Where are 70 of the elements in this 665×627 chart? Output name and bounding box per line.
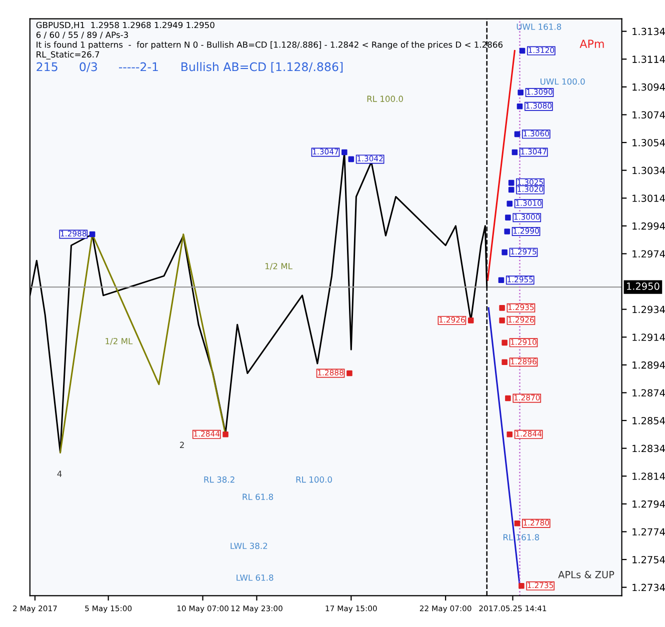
point bbox=[506, 200, 513, 207]
point bbox=[346, 370, 352, 376]
point bbox=[519, 48, 526, 54]
point bbox=[512, 149, 518, 156]
point bbox=[514, 131, 520, 138]
y-tick-label: 1.2974 bbox=[632, 250, 665, 258]
text: 6 / 60 / 55 / 89 / APs-3 bbox=[36, 32, 128, 39]
y-tick-label: 1.2794 bbox=[632, 500, 665, 508]
point bbox=[516, 103, 523, 110]
annotation: LWL 38.2 bbox=[230, 542, 268, 550]
ref-line-label: 1.2950 bbox=[627, 282, 660, 290]
point bbox=[502, 359, 508, 366]
annotation: 0/3 bbox=[80, 62, 97, 72]
y-tick-label: 1.2834 bbox=[632, 444, 665, 452]
point bbox=[342, 149, 348, 156]
annotation: APm bbox=[580, 40, 604, 48]
point bbox=[499, 305, 505, 311]
annotation: 4 bbox=[57, 470, 62, 477]
y-tick-label: 1.2734 bbox=[632, 584, 665, 592]
annotation: Bullish AB=CD [1.128/.886] bbox=[182, 62, 343, 73]
point bbox=[504, 228, 510, 234]
annotation: LWL 61.8 bbox=[236, 574, 274, 581]
y-tick-label: 1.2934 bbox=[632, 306, 665, 314]
y-tick-label: 1.2774 bbox=[632, 528, 665, 536]
annotation: RL 100.0 bbox=[367, 96, 403, 102]
point bbox=[505, 395, 511, 402]
annotation: RL 100.0 bbox=[296, 476, 332, 483]
point bbox=[502, 249, 508, 256]
annotation: 215 bbox=[36, 62, 58, 72]
point bbox=[502, 340, 508, 346]
y-tick-label: 1.2914 bbox=[632, 334, 665, 341]
annotation: UWL 161.8 bbox=[516, 24, 562, 30]
annotation: APLs & ZUP bbox=[558, 570, 614, 578]
point bbox=[518, 583, 524, 589]
point bbox=[514, 520, 520, 526]
point bbox=[508, 186, 514, 193]
y-tick-label: 1.2894 bbox=[632, 361, 665, 369]
point bbox=[348, 156, 354, 162]
y-tick-label: 1.3054 bbox=[632, 138, 665, 146]
y-tick-label: 1.3014 bbox=[632, 194, 665, 202]
point bbox=[518, 90, 524, 96]
annotation: RL_Static=26.7 bbox=[36, 51, 100, 60]
y-tick-label: 1.3134 bbox=[632, 28, 665, 36]
annotation: -----2-1 bbox=[118, 62, 158, 72]
point bbox=[506, 432, 513, 438]
y-tick-label: 1.2874 bbox=[632, 389, 665, 397]
y-tick-label: 1.3034 bbox=[632, 166, 665, 174]
annotation: 1/2 ML bbox=[106, 338, 133, 345]
point bbox=[468, 318, 474, 324]
annotation: RL 61.8 bbox=[242, 494, 274, 500]
y-tick-label: 1.3094 bbox=[632, 83, 665, 91]
y-tick-label: 1.3074 bbox=[632, 111, 665, 119]
y-tick-label: 1.2994 bbox=[632, 222, 665, 230]
annotation: 1/2 ML bbox=[265, 262, 292, 270]
point bbox=[505, 214, 511, 220]
y-tick-label: 1.3114 bbox=[632, 56, 665, 63]
point bbox=[89, 231, 96, 238]
annotation: RL 38.2 bbox=[204, 476, 234, 483]
y-tick-label: 1.2814 bbox=[632, 472, 665, 480]
point bbox=[499, 318, 505, 324]
annotation: 2 bbox=[180, 442, 184, 448]
point bbox=[508, 180, 514, 186]
annotation: It is found 1 patterns - for pattern N 0 - Bullish AB=CD [1.128/.886] - 1.2842 < Range of the prices D < 1.2866 bbox=[36, 41, 503, 50]
point bbox=[222, 432, 228, 438]
point bbox=[498, 277, 504, 284]
chart-title: GBPUSD,H1 1.2958 1.2968 1.2949 1.2950 bbox=[36, 22, 214, 29]
y-tick-label: 1.2854 bbox=[632, 416, 665, 424]
y-tick-label: 1.2754 bbox=[632, 556, 665, 564]
annotation: UWL 100.0 bbox=[540, 78, 585, 85]
annotation: RL 161.8 bbox=[504, 534, 540, 540]
